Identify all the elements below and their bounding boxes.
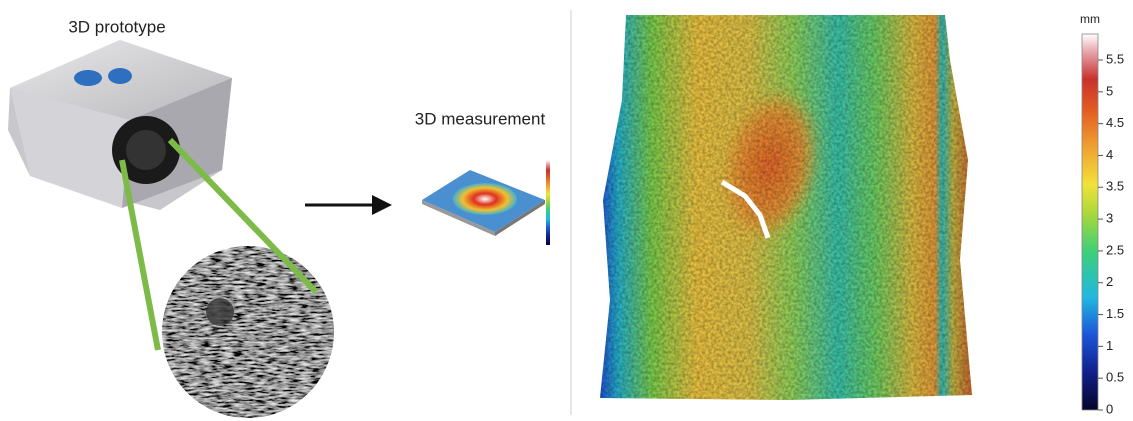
colorbar-tick-label: 3.5 bbox=[1106, 179, 1124, 194]
colorbar-tick-label: 2 bbox=[1106, 274, 1113, 289]
colorbar-tick-label: 5.5 bbox=[1106, 51, 1124, 66]
colorbar-tick-label: 3 bbox=[1106, 211, 1113, 226]
colorbar-scale bbox=[1082, 34, 1098, 410]
zoom-image bbox=[160, 244, 336, 420]
colorbar-tick-label: 2.5 bbox=[1106, 242, 1124, 257]
colorbar-tick-label: 1.5 bbox=[1106, 306, 1124, 321]
colorbar-tick-label: 0.5 bbox=[1106, 370, 1124, 385]
colorbar-tick-label: 0 bbox=[1106, 401, 1113, 416]
figure: 3D prototype 3D measurement mm bbox=[0, 0, 1133, 421]
prototype-label: 3D prototype bbox=[68, 17, 165, 36]
colorbar-tick-label: 5 bbox=[1106, 83, 1113, 98]
colorbar-tick-label: 4 bbox=[1106, 147, 1113, 162]
colorbar-unit: mm bbox=[1080, 12, 1100, 26]
mini-3d-plot bbox=[422, 160, 550, 245]
arrow bbox=[305, 195, 392, 215]
measurement-label: 3D measurement bbox=[415, 109, 546, 128]
device bbox=[8, 40, 232, 210]
colorbar-tick-label: 1 bbox=[1106, 338, 1113, 353]
colorbar: mm 0 0.5 1 1.5 2 2.5 3 3.5 4 4.5 5 5.5 bbox=[1080, 12, 1124, 416]
colorbar-tick-label: 4.5 bbox=[1106, 115, 1124, 130]
heatmap bbox=[600, 15, 972, 400]
